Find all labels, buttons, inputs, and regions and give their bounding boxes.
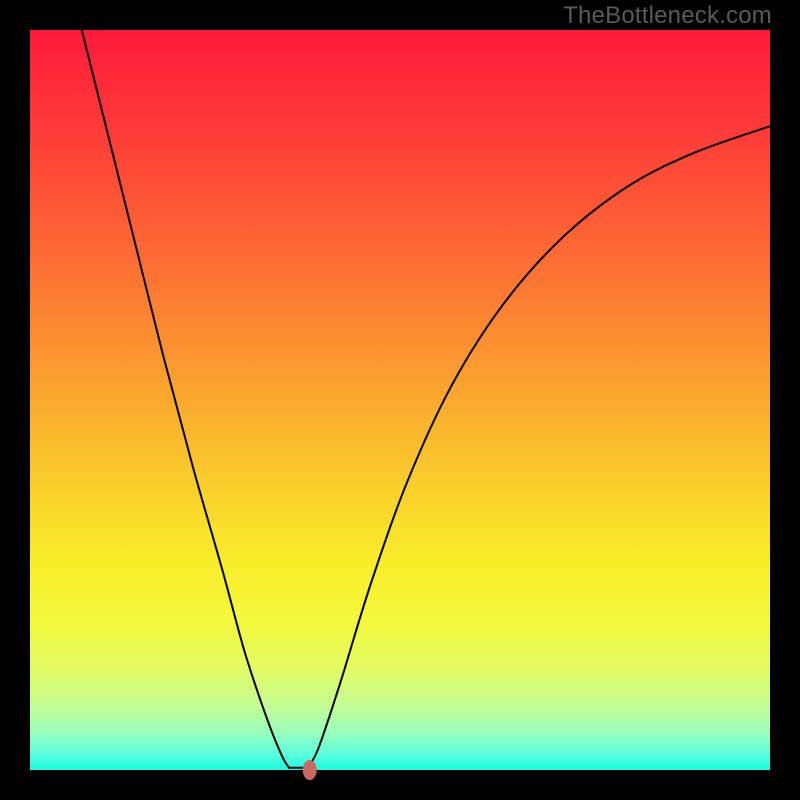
bottleneck-chart: TheBottleneck.com bbox=[0, 0, 800, 800]
plot-background bbox=[30, 30, 770, 770]
optimal-point-marker bbox=[303, 760, 317, 780]
watermark-text: TheBottleneck.com bbox=[563, 2, 772, 30]
chart-svg bbox=[0, 0, 800, 800]
